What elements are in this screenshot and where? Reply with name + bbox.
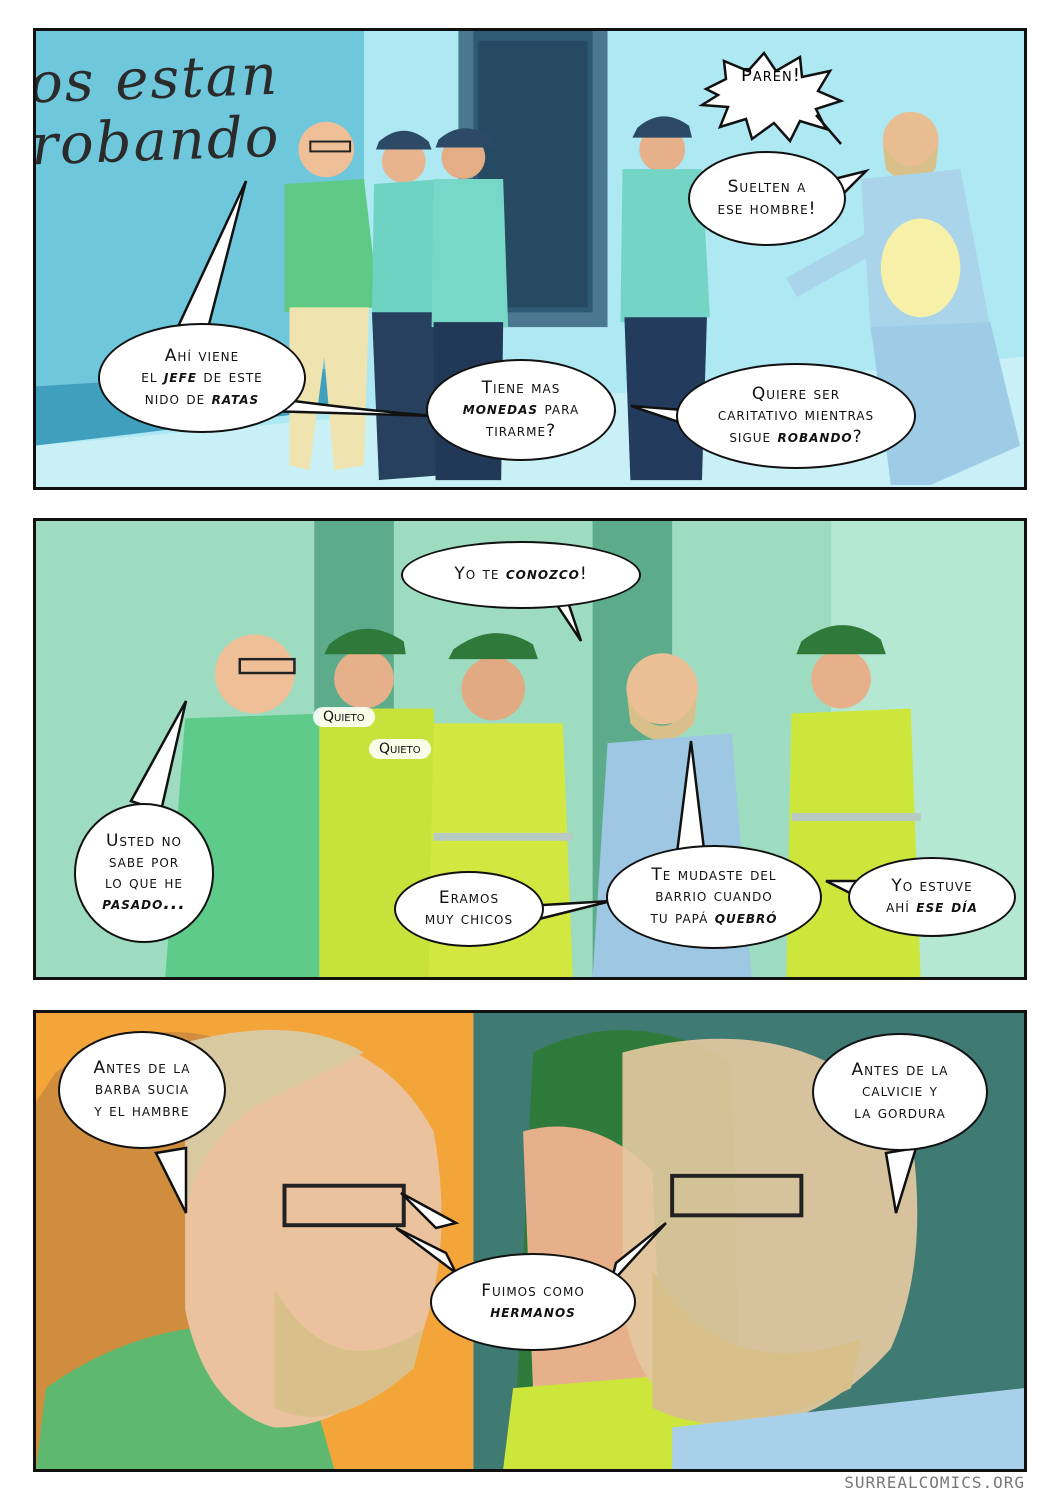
bubble-barba-line-2: barba sucia — [94, 1079, 190, 1100]
whisper-quieto-1: Quieto — [313, 707, 375, 727]
bubble-ahi-line-1: Ahí viene — [164, 346, 240, 367]
bubble-antes-calvicie: Antes de la calvicie y la gordura — [812, 1033, 988, 1151]
bubble-eramos: Eramos muy chicos — [394, 871, 544, 947]
shout-text: Paren! — [741, 65, 801, 86]
bubble-ahi-l2c: de este — [196, 367, 263, 388]
bubble-eramos-line-1: Eramos — [438, 887, 500, 908]
bubble-tiene-l2b: para — [538, 399, 580, 420]
bubble-ahi-jefe: jefe — [163, 367, 197, 388]
bubble-fuimos: Fuimos como hermanos — [430, 1253, 636, 1351]
whisper-quieto-2: Quieto — [369, 739, 431, 759]
bubble-quiere-robando: robando — [777, 426, 853, 447]
bubble-mudaste-line-2: barrio cuando — [655, 886, 773, 907]
bubble-ahi-l3a: nido de — [144, 388, 212, 409]
bubble-tiene-monedas: monedas — [462, 399, 539, 420]
bubble-quiere-line-1: Quiere ser — [751, 384, 841, 405]
bubble-mudaste-line-1: Te mudaste del — [651, 865, 777, 886]
panel-1: os estan robando Paren! Suelten a ese ho… — [33, 28, 1027, 490]
bubble-fuimos-hermanos: hermanos — [490, 1302, 576, 1322]
panel-2: Yo te conozco! Quieto Quieto Usted no sa… — [33, 518, 1027, 980]
bubble-usted-no-sabe: Usted no sabe por lo que he pasado... — [74, 803, 214, 943]
bubble-yo-c: ! — [579, 564, 588, 585]
bubble-antes-barba: Antes de la barba sucia y el hambre — [58, 1031, 226, 1149]
bubble-estuve-line-1: Yo estuve — [891, 875, 973, 896]
bubble-estuve-ese-dia: ese día — [916, 897, 978, 917]
bubble-quiere-l3a: sigue — [729, 426, 778, 447]
bubble-ahi-l2a: el — [141, 367, 164, 388]
bubble-calvicie-line-2: calvicie y — [862, 1081, 938, 1102]
bubble-yo-te-conozco: Yo te conozco! — [401, 541, 641, 609]
bubble-ahi-ratas: ratas — [211, 388, 260, 409]
bubble-yo-estuve: Yo estuve ahí ese día — [848, 857, 1016, 937]
bubble-yo-a: Yo te — [454, 564, 506, 585]
bubble-calvicie-line-3: la gordura — [854, 1102, 946, 1123]
bubble-estuve-l2a: ahí — [886, 897, 917, 917]
panel-3: Antes de la barba sucia y el hambre Ante… — [33, 1010, 1027, 1472]
bubble-tiene-mas: Tiene mas monedas para tirarme? — [426, 359, 616, 461]
bubble-suelten-line-2: ese hombre! — [717, 198, 817, 219]
bubble-barba-line-1: Antes de la — [93, 1058, 191, 1079]
bubble-usted-line-2: sabe por — [108, 851, 180, 872]
bubble-mudaste-l3a: tu papá — [650, 907, 715, 928]
bubble-barba-line-3: y el hambre — [94, 1100, 190, 1121]
bubble-quiere-line-2: caritativo mientras — [717, 405, 875, 426]
bubble-quiere-ser: Quiere ser caritativo mientras sigue rob… — [676, 363, 916, 469]
bubble-quiere-l3c: ? — [852, 426, 863, 447]
bubble-suelten: Suelten a ese hombre! — [688, 151, 846, 246]
bubble-te-mudaste: Te mudaste del barrio cuando tu papá que… — [606, 845, 822, 949]
bubble-fuimos-line-1: Fuimos como — [481, 1280, 585, 1301]
bubble-usted-pasado: pasado... — [102, 894, 186, 915]
site-credit: SURREALCOMICS.ORG — [844, 1473, 1025, 1492]
bubble-suelten-line-1: Suelten a — [727, 177, 807, 198]
bubble-tiene-line-3: tirarme? — [485, 420, 557, 441]
bubble-yo-conozco: conozco — [505, 564, 580, 585]
bubble-eramos-line-2: muy chicos — [424, 909, 514, 929]
bubble-mudaste-quebro: quebró — [714, 907, 778, 928]
bubble-usted-line-3: lo que he — [105, 873, 183, 893]
bubble-calvicie-line-1: Antes de la — [851, 1060, 949, 1081]
shout-burst — [698, 50, 845, 145]
bubble-usted-line-1: Usted no — [105, 830, 183, 851]
bubble-tiene-line-1: Tiene mas — [481, 378, 561, 399]
bubble-ahi-viene: Ahí viene el jefe de este nido de ratas — [98, 323, 306, 433]
